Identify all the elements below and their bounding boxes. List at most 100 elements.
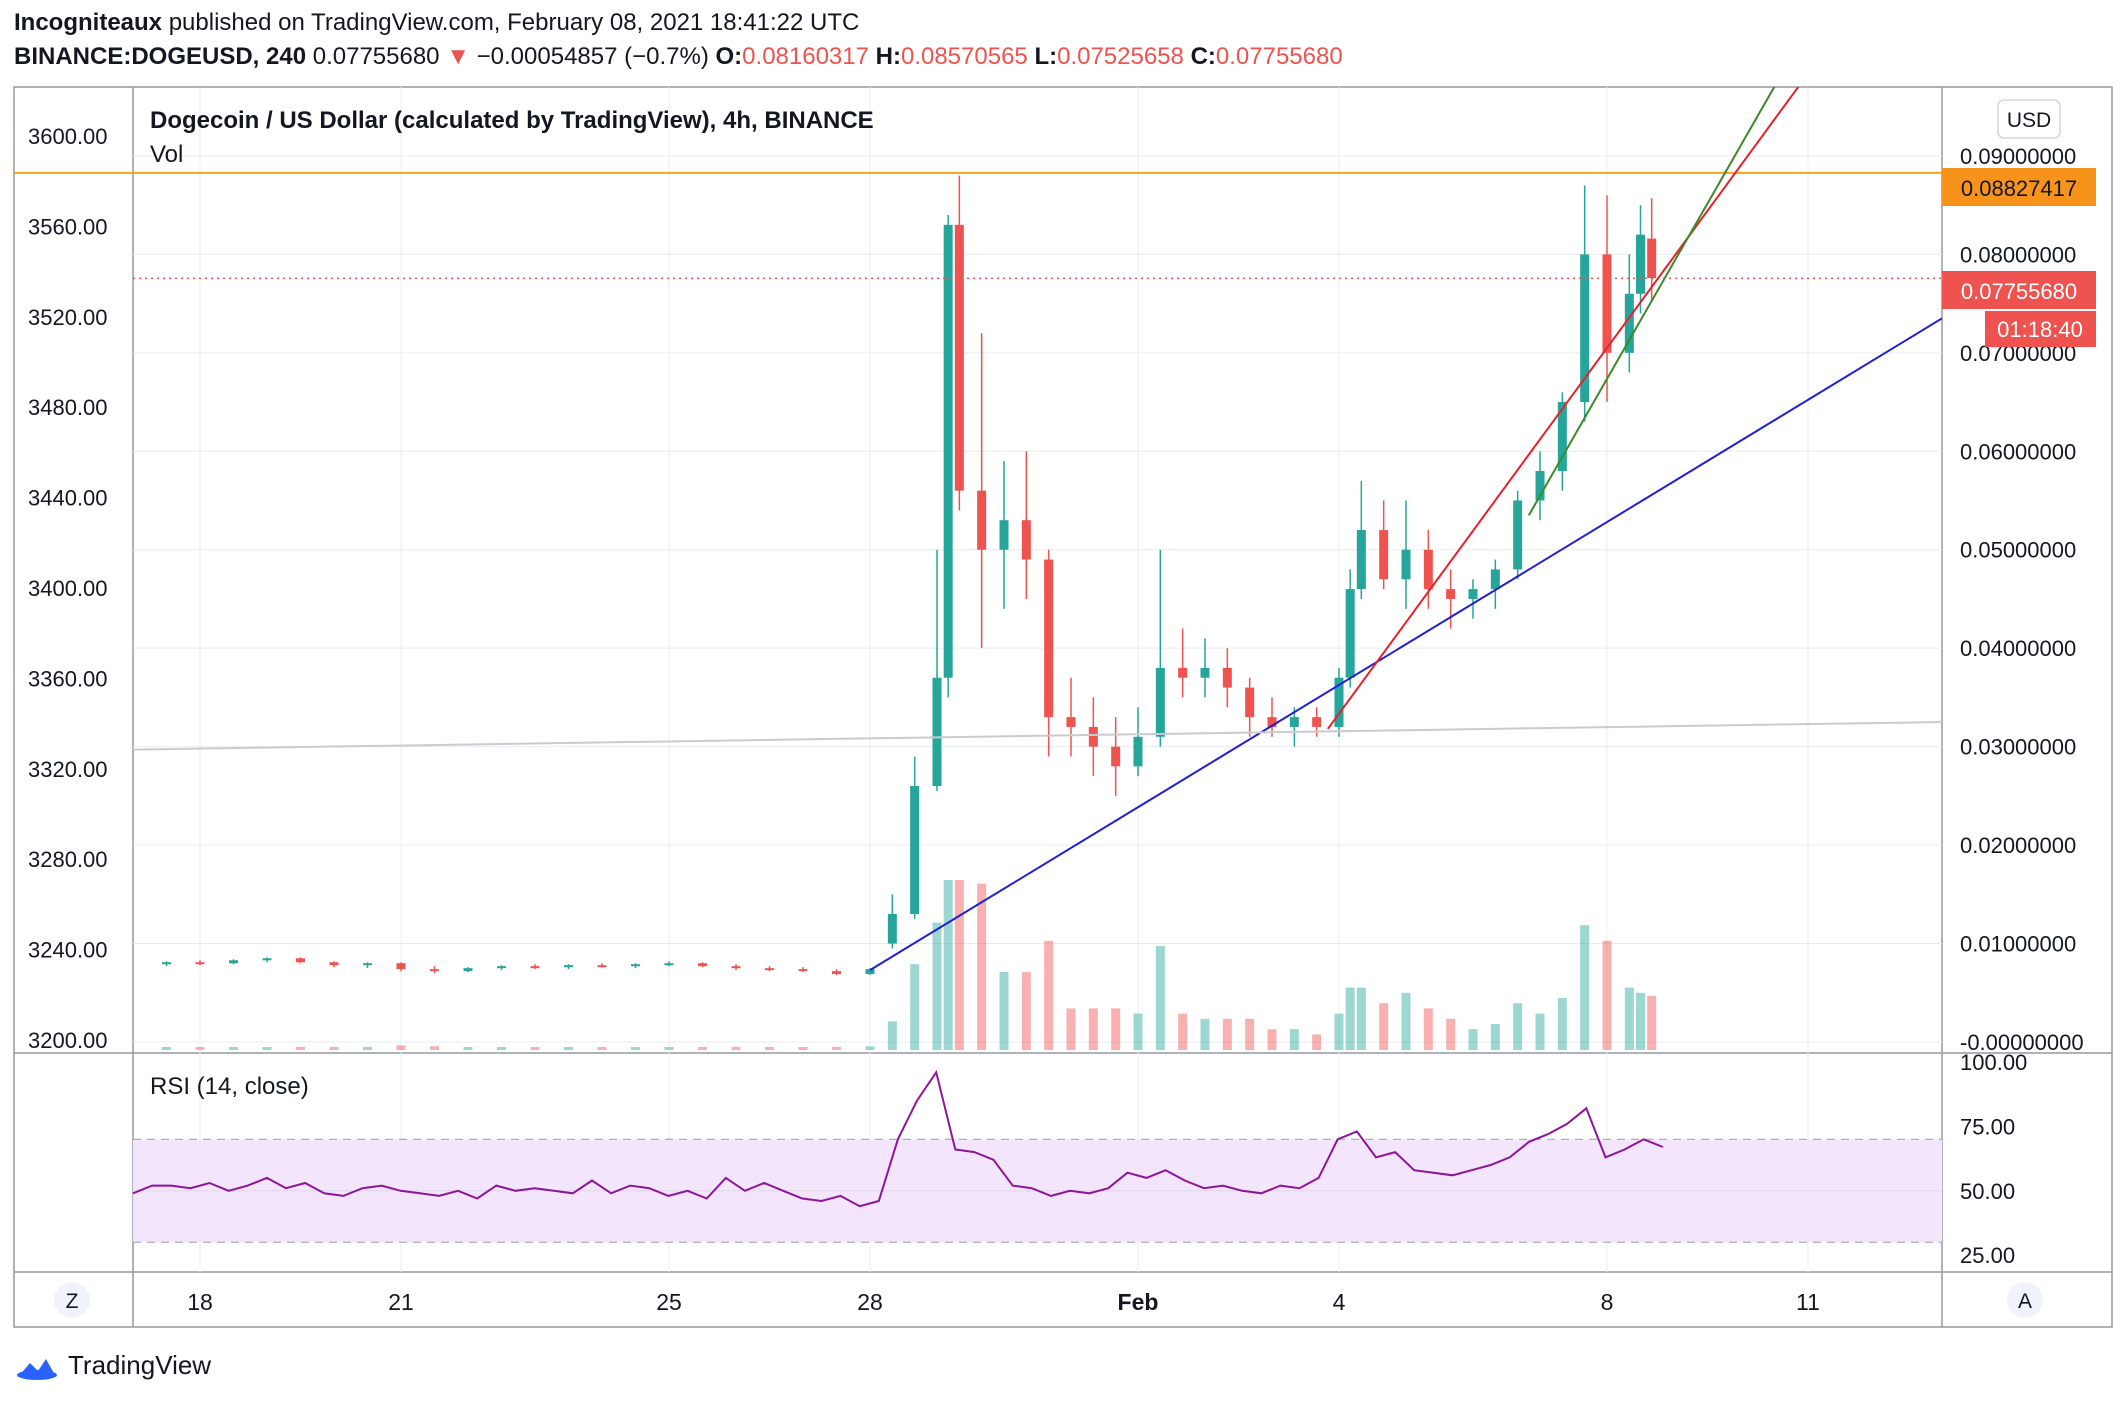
volume-bar — [497, 1047, 506, 1050]
volume-bar — [597, 1047, 607, 1050]
rsi-pane — [132, 1069, 1942, 1243]
volume-bar — [865, 1046, 875, 1050]
volume-bar — [262, 1047, 272, 1050]
volume-legend: Vol — [150, 141, 183, 168]
left-axis-tick: 3280.00 — [28, 847, 108, 872]
time-axis-tick: Feb — [1118, 1289, 1159, 1315]
candle-body — [497, 966, 506, 969]
candle-body — [698, 963, 707, 967]
candle-body — [329, 962, 339, 966]
volume-bar — [1200, 1018, 1210, 1050]
volume-bar — [1133, 1013, 1143, 1050]
candle-body — [765, 968, 774, 971]
chart-title: Dogecoin / US Dollar (calculated by Trad… — [150, 107, 874, 134]
volume-bar — [798, 1047, 808, 1050]
candle-body — [954, 224, 964, 491]
candle-body — [731, 966, 741, 969]
candle-body — [396, 963, 406, 970]
left-axis-tick: 3320.00 — [28, 757, 108, 782]
volume-bar — [296, 1046, 305, 1050]
volume-bar — [1636, 992, 1645, 1050]
candle-body — [1267, 717, 1277, 727]
candle-body — [1446, 589, 1456, 599]
last-price-label — [1942, 271, 2096, 309]
candle-body — [664, 963, 674, 966]
volume-bar — [1334, 1013, 1344, 1050]
volume-bar — [1312, 1034, 1322, 1050]
tradingview-logo[interactable]: TradingView — [14, 1350, 211, 1381]
candle-body — [1580, 254, 1590, 403]
volume-bars — [162, 880, 1657, 1050]
left-axis-tick: 3560.00 — [28, 214, 108, 239]
rsi-legend: RSI (14, close) — [150, 1073, 309, 1100]
volume-bar — [1245, 1018, 1255, 1050]
volume-bar — [329, 1046, 339, 1050]
rsi-axis-tick: 25.00 — [1960, 1243, 2015, 1268]
auto-scale-button[interactable] — [2007, 1282, 2043, 1318]
auto-scale-label: A — [2018, 1290, 2032, 1313]
left-axis-tick: 3480.00 — [28, 395, 108, 420]
rsi-axis-tick: 75.00 — [1960, 1114, 2015, 1139]
candle-body — [1647, 238, 1657, 278]
currency-button[interactable] — [1997, 99, 2061, 139]
volume-bar — [1446, 1018, 1456, 1050]
candle-body — [1513, 500, 1523, 570]
volume-bar — [887, 1021, 897, 1050]
volume-bar — [1535, 1013, 1545, 1050]
volume-bar — [195, 1047, 205, 1050]
candle-body — [229, 960, 238, 964]
candle-body — [798, 969, 808, 972]
volume-bar — [530, 1047, 540, 1050]
publisher-name[interactable]: Incogniteaux — [14, 9, 163, 36]
time-axis-tick: 8 — [1601, 1289, 1614, 1315]
candle-body — [1066, 717, 1076, 727]
candle-body — [162, 962, 171, 965]
candle-body — [1222, 667, 1232, 688]
candle-body — [999, 520, 1009, 550]
candle-body — [1111, 746, 1121, 767]
volume-bar — [731, 1046, 741, 1050]
change-value: −0.00054857 (−0.7%) — [476, 43, 709, 70]
close-label: C: — [1190, 43, 1216, 70]
volume-bar — [1111, 1008, 1121, 1050]
volume-bar — [1178, 1013, 1188, 1050]
volume-bar — [1155, 946, 1165, 1050]
volume-bar — [1044, 940, 1054, 1050]
volume-bar — [932, 922, 942, 1050]
volume-bar — [1602, 940, 1612, 1050]
candle-body — [1245, 687, 1255, 718]
zoom-reset-button[interactable] — [54, 1282, 90, 1318]
resistance-price-label — [1942, 168, 2096, 206]
candle-body — [1133, 736, 1143, 767]
tradingview-cloud-icon — [17, 1358, 57, 1380]
time-axis-tick: 28 — [857, 1289, 883, 1315]
high-label: H: — [875, 43, 901, 70]
resistance-price-text: 0.08827417 — [1961, 176, 2077, 201]
candle-body — [1636, 234, 1645, 294]
volume-bar — [664, 1047, 674, 1050]
candle-body — [1423, 549, 1433, 590]
volume-bar — [229, 1047, 238, 1050]
left-axis-tick: 3200.00 — [28, 1028, 108, 1053]
left-axis-tick: 3240.00 — [28, 938, 108, 963]
low-label: L: — [1034, 43, 1058, 70]
candle-body — [910, 786, 920, 915]
time-axis-tick: 18 — [187, 1289, 213, 1315]
candle-body — [195, 962, 205, 965]
right-axis-tick: 0.05000000 — [1960, 538, 2076, 563]
candles — [162, 175, 1657, 976]
volume-bar — [1345, 987, 1355, 1050]
right-axis-tick: 0.09000000 — [1960, 144, 2076, 169]
symbol-label: BINANCE:DOGEUSD, 240 — [14, 43, 307, 70]
volume-bar — [698, 1047, 707, 1050]
candle-body — [1312, 717, 1322, 727]
volume-bar — [396, 1045, 406, 1050]
candle-body — [1021, 520, 1031, 560]
candle-body — [943, 224, 953, 678]
left-axis-tick: 3360.00 — [28, 666, 108, 691]
candle-body — [1535, 470, 1545, 501]
grid-lines — [133, 87, 1942, 1272]
volume-bar — [1557, 998, 1567, 1050]
candle-body — [932, 677, 942, 787]
